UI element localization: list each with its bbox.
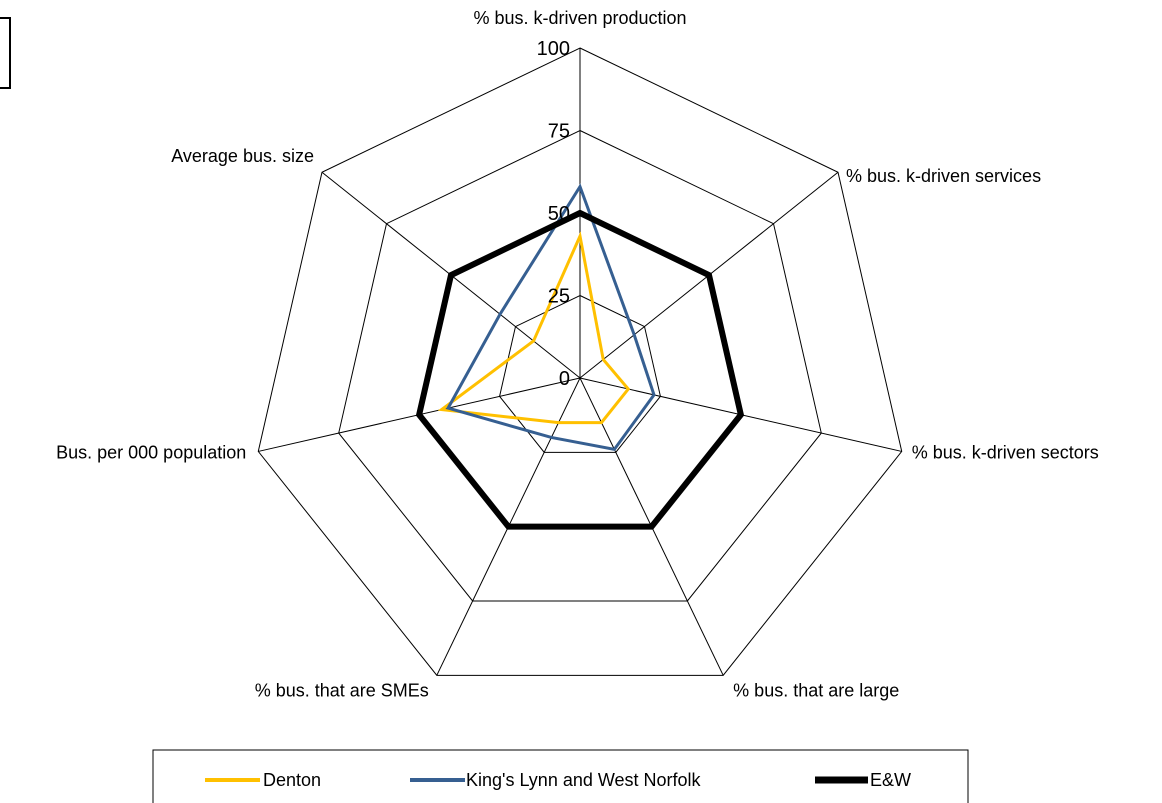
- legend-label-kings-lynn: King's Lynn and West Norfolk: [466, 770, 702, 790]
- grid-ring-1: [499, 294, 661, 453]
- axis-label-2: % bus. k-driven sectors: [912, 442, 1099, 462]
- tick-label-3: 75: [548, 121, 570, 143]
- legend-label-denton: Denton: [263, 770, 321, 790]
- series-lines: [415, 183, 745, 530]
- legend-label-e-and-w: E&W: [870, 770, 911, 790]
- radial-tick-labels: 0 25 50 75 100: [537, 38, 570, 390]
- left-edge-box: [0, 17, 11, 89]
- series-line-2: [415, 209, 745, 530]
- tick-label-0: 0: [559, 368, 570, 390]
- axis-label-5: Bus. per 000 population: [56, 442, 246, 462]
- tick-label-4: 100: [537, 38, 570, 60]
- axis-label-0: % bus. k-driven production: [473, 8, 686, 28]
- tick-label-2: 50: [548, 203, 570, 225]
- axis-label-4: % bus. that are SMEs: [255, 680, 429, 700]
- legend: Denton King's Lynn and West Norfolk E&W: [152, 749, 969, 803]
- grid-ring-4: [257, 47, 903, 676]
- grid-ring-3: [338, 129, 822, 602]
- axis-labels: % bus. k-driven production % bus. k-drive…: [56, 8, 1099, 700]
- axis-label-3: % bus. that are large: [733, 680, 899, 700]
- axis-label-1: % bus. k-driven services: [846, 166, 1041, 186]
- axis-label-6: Average bus. size: [171, 146, 314, 166]
- series-line-1: [445, 183, 656, 452]
- tick-label-1: 25: [548, 286, 570, 308]
- series-line-0: [437, 231, 631, 425]
